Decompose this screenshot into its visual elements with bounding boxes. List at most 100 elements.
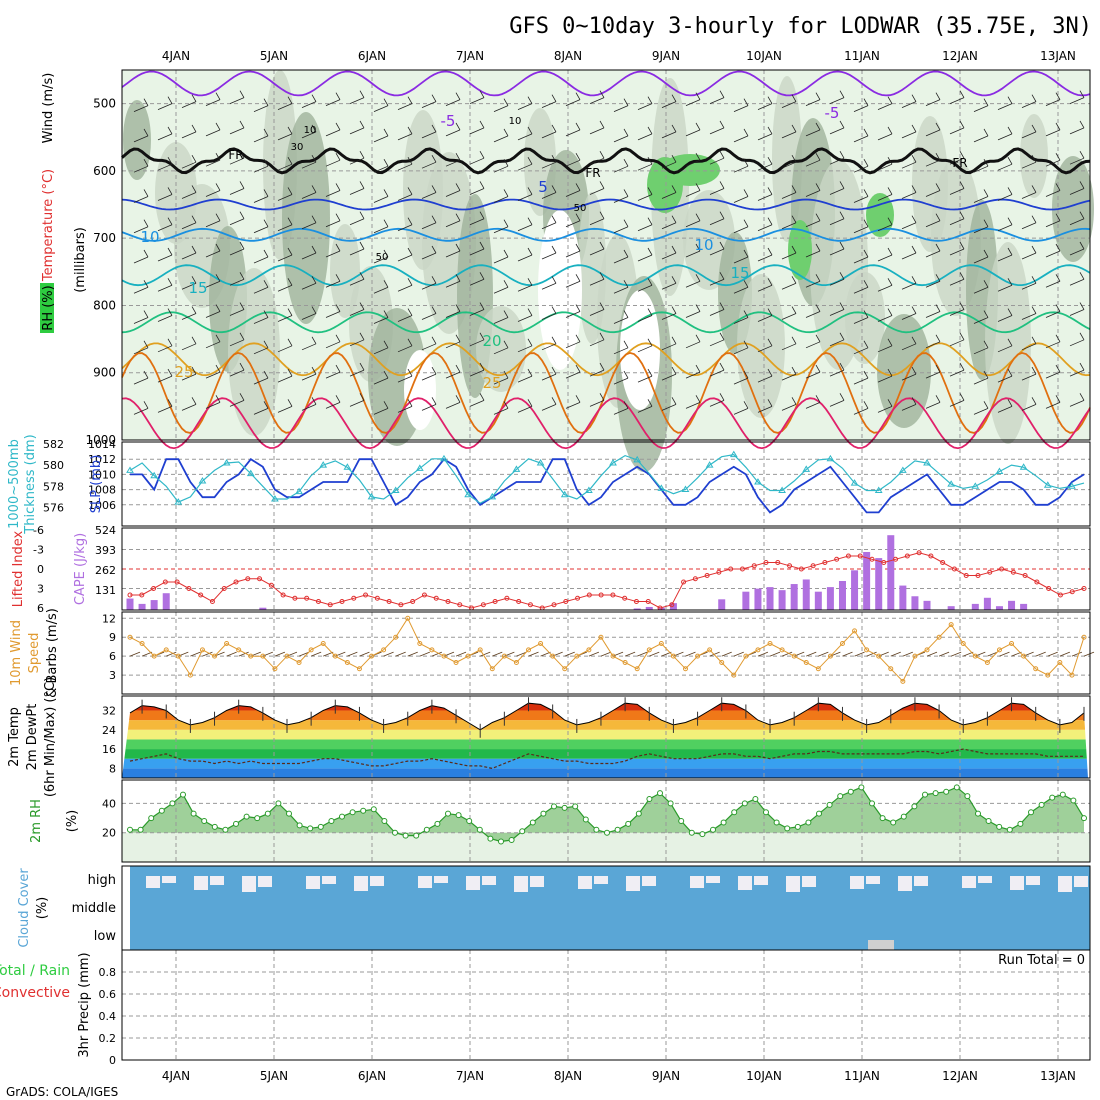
thickness-point: [464, 490, 473, 498]
cloud-gap: [258, 876, 272, 887]
thickness-point: [343, 463, 352, 470]
rh-point: [1006, 826, 1013, 833]
wind-barb: [781, 343, 797, 351]
cloud-gap: [418, 876, 432, 888]
lifted-index-point: [421, 592, 427, 598]
wind-speed-point: [996, 647, 1002, 653]
wind-speed-point: [682, 666, 688, 672]
cape-bar: [947, 606, 955, 610]
wind-barb-flag: [815, 122, 821, 131]
rh-point: [1038, 801, 1045, 808]
lifted-index-point: [598, 592, 604, 598]
thickness-point: [536, 459, 545, 466]
wind-barb-flag: [527, 187, 533, 195]
rh-moist-area: [788, 220, 812, 280]
rh-point: [1049, 794, 1056, 801]
wind-speed-point: [888, 666, 894, 672]
rh-point: [614, 826, 621, 833]
wind-barb: [277, 345, 293, 353]
thickness-point: [415, 464, 424, 471]
wind-speed-point: [610, 653, 616, 659]
wind-barb: [133, 347, 149, 355]
wind-barb-flag: [407, 126, 413, 135]
wind-barb-flag: [887, 399, 893, 407]
wind-barb: [925, 99, 941, 107]
rh-point: [487, 835, 494, 842]
lifted-index-point: [1022, 573, 1028, 578]
wind-speed-point: [852, 628, 858, 634]
rh-point: [233, 820, 239, 827]
wind-barb-flag: [527, 96, 533, 104]
wind-barb-flag: [623, 280, 629, 288]
wind-barb: [445, 159, 461, 167]
rh-point: [805, 819, 812, 826]
wind-barb: [1035, 651, 1046, 657]
lifted-index-point: [787, 563, 793, 569]
wind-barb: [1021, 403, 1037, 411]
cloud-gap: [1026, 876, 1040, 885]
wind-barb-flag: [959, 332, 965, 341]
wind-barb-flag: [719, 150, 725, 159]
wind-barb: [421, 101, 437, 109]
wind-barb-flag: [143, 280, 149, 288]
wind-barb-flag: [719, 241, 725, 250]
wind-barb: [757, 345, 773, 353]
wind-barb: [842, 651, 853, 657]
wind-barb-flag: [575, 395, 581, 403]
wind-barb: [349, 309, 365, 316]
wind-barb-flag: [767, 308, 773, 316]
wind-barb: [181, 101, 197, 109]
wind-barb-flag: [287, 399, 293, 407]
cloud-gap: [322, 876, 336, 884]
wind-barb-flag: [599, 181, 605, 189]
wind-barb-flag: [623, 219, 629, 227]
wind-barb-flag: [911, 366, 917, 375]
wind-barb-flag: [791, 336, 797, 345]
wind-barb-flag: [311, 215, 317, 223]
rh-point: [773, 819, 780, 826]
wind-barb-flag: [1079, 272, 1085, 280]
wind-barb: [829, 157, 845, 165]
rh-point: [625, 820, 632, 827]
freezing-label: FR: [228, 148, 243, 162]
lifted-index-point: [268, 582, 274, 588]
wind-barb-flag: [1055, 395, 1061, 403]
wind-barb: [805, 129, 821, 137]
wind-barb: [1021, 282, 1037, 290]
ytick-thickness: 578: [43, 480, 64, 493]
thickness-point: [1043, 481, 1052, 488]
wind-barb-flag: [263, 98, 269, 106]
wind-barb: [1045, 129, 1061, 137]
wind-barb: [301, 403, 317, 411]
cloud-level-label: low: [94, 929, 117, 944]
rh-point: [1017, 820, 1024, 827]
ytick-pressure: 1000: [85, 433, 116, 447]
wind-barb: [493, 196, 509, 203]
cloud-gap: [466, 876, 480, 890]
wind-barb: [349, 399, 365, 407]
wind-barb-flag: [239, 211, 245, 219]
cloud-gap: [354, 876, 368, 891]
wind-barb-flag: [503, 280, 509, 288]
wind-barb: [181, 343, 197, 351]
wind-barb-flag: [815, 183, 821, 191]
wind-barb-flag: [455, 213, 461, 221]
wind-barb-flag: [407, 278, 413, 286]
wind-barb: [421, 403, 437, 411]
wind-barb: [877, 345, 893, 353]
wind-barb-flag: [671, 124, 677, 133]
date-label-bottom: 11JAN: [844, 1069, 880, 1083]
wind-barb-flag: [1055, 243, 1061, 252]
wind-barb-flag: [935, 213, 941, 221]
cloud-gap: [210, 876, 224, 885]
wind-barb-flag: [503, 370, 509, 379]
wind-speed-point: [477, 647, 483, 653]
footer-credit: GrADS: COLA/IGES: [6, 1085, 118, 1099]
rh-point: [148, 815, 155, 822]
ytick-slp: 1014: [88, 438, 116, 451]
wind-barb: [1069, 248, 1085, 256]
cloud-gap: [578, 876, 592, 889]
wind-barb-flag: [647, 399, 653, 407]
date-label-bottom: 7JAN: [456, 1069, 484, 1083]
wind-speed-point: [900, 678, 906, 684]
